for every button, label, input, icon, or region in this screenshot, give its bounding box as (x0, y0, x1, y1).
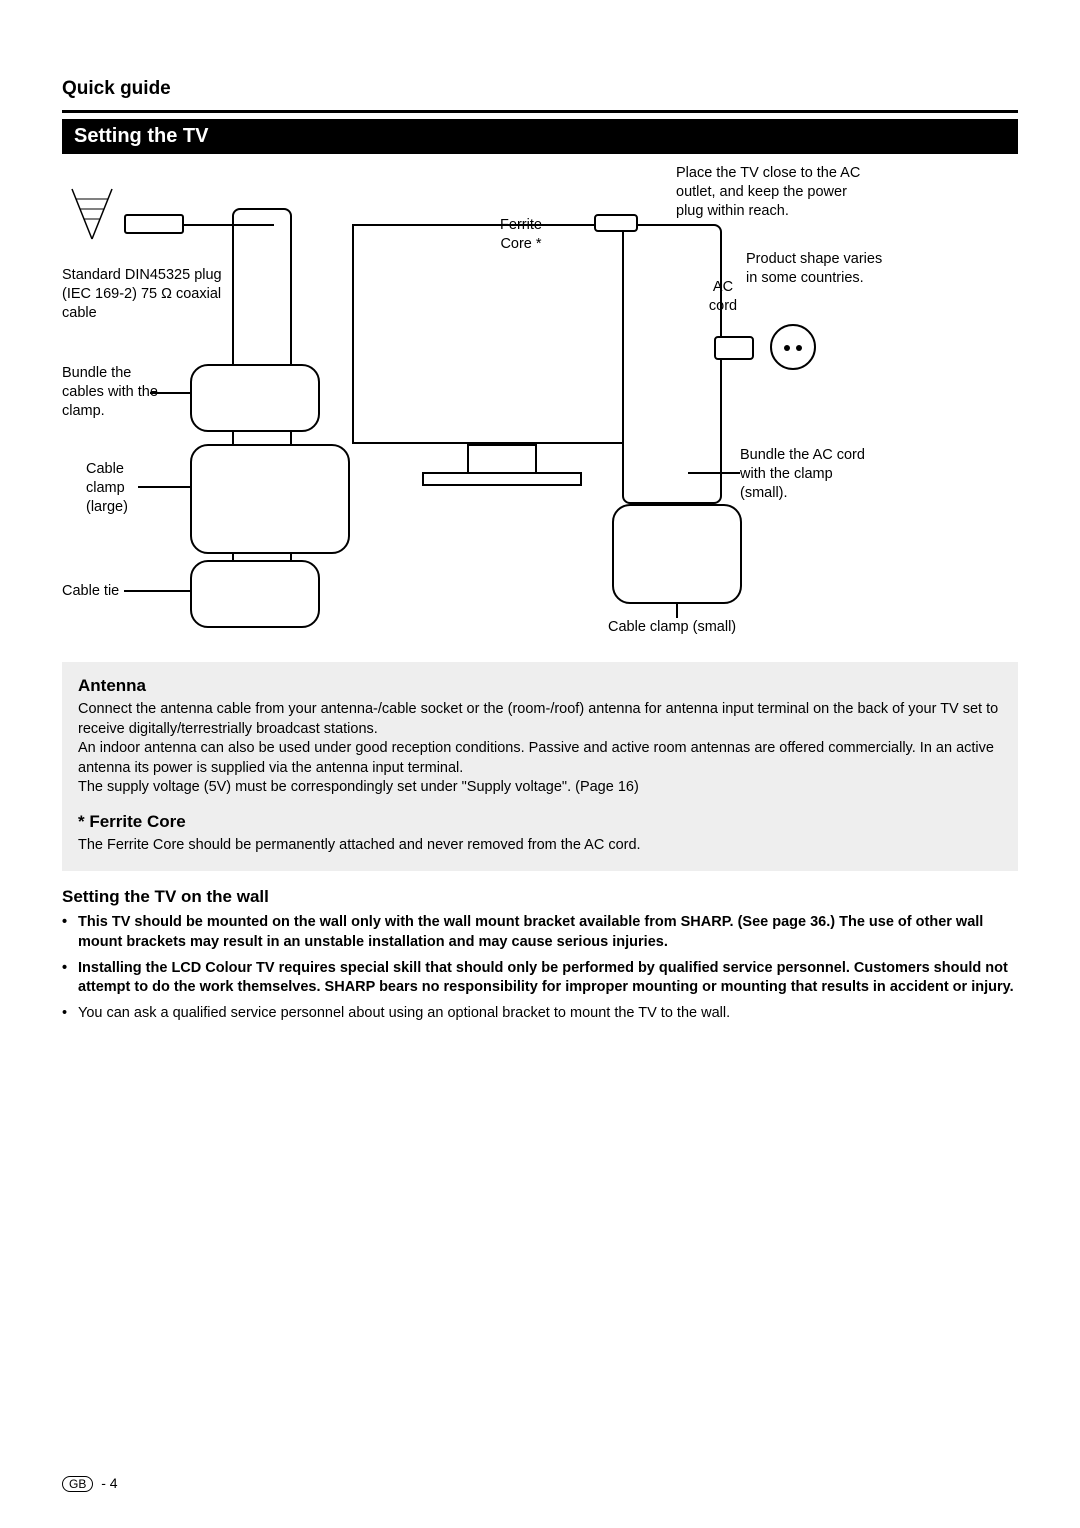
leader-bundle-ac (688, 472, 740, 474)
setup-diagram: Place the TV close to the AC outlet, and… (62, 164, 1018, 644)
label-bundle-ac: Bundle the AC cord with the clamp (small… (740, 446, 880, 503)
antenna-p2: An indoor antenna can also be used under… (78, 739, 1002, 778)
leader-clamp-large (138, 486, 192, 488)
clamp-small-inset (612, 504, 742, 604)
right-panel (622, 224, 722, 504)
label-cable-clamp-large: Cable clamp (large) (86, 460, 166, 517)
wall-bullet-3: You can ask a qualified service personne… (62, 1004, 1018, 1024)
page-number: - 4 (97, 1475, 117, 1491)
leader-ferrite (556, 224, 594, 226)
leader-clamp-small-v (676, 602, 678, 618)
label-ac-cord: AC cord (698, 278, 748, 316)
label-place-tv: Place the TV close to the AC outlet, and… (676, 164, 866, 221)
leader-coax (184, 224, 274, 226)
label-din: Standard DIN45325 plug (IEC 169-2) 75 Ω … (62, 266, 222, 323)
wall-bullet-1: This TV should be mounted on the wall on… (62, 913, 1018, 952)
antenna-note-box: Antenna Connect the antenna cable from y… (62, 662, 1018, 871)
tv-back-panel (352, 224, 652, 444)
ac-outlet-icon (770, 324, 816, 370)
clamp-inset-1 (190, 364, 320, 432)
ferrite-core-icon (594, 214, 638, 232)
clamp-large-inset (190, 444, 350, 554)
wall-bullet-2: Installing the LCD Colour TV requires sp… (62, 959, 1018, 998)
tv-stand-neck (467, 444, 537, 474)
antenna-heading: Antenna (78, 676, 1002, 696)
ferrite-heading: * Ferrite Core (78, 812, 1002, 832)
wall-section: Setting the TV on the wall This TV shoul… (62, 887, 1018, 1023)
antenna-icon (62, 184, 122, 244)
antenna-p3: The supply voltage (5V) must be correspo… (78, 778, 1002, 798)
label-product-shape: Product shape varies in some countries. (746, 250, 886, 288)
ferrite-p: The Ferrite Core should be permanently a… (78, 836, 1002, 856)
label-ferrite-core: Ferrite Core * (486, 216, 556, 254)
ac-plug-icon (714, 336, 754, 360)
header-rule (62, 110, 1018, 113)
wall-bullets: This TV should be mounted on the wall on… (62, 913, 1018, 1023)
antenna-p1: Connect the antenna cable from your ante… (78, 700, 1002, 739)
tv-stand-base (422, 472, 582, 486)
coax-plug-icon (124, 214, 184, 234)
wall-heading: Setting the TV on the wall (62, 887, 1018, 907)
header-quick-guide: Quick guide (62, 78, 1018, 100)
gb-badge: GB (62, 1476, 93, 1492)
page-footer: GB - 4 (62, 1475, 118, 1492)
label-cable-clamp-small: Cable clamp (small) (608, 618, 736, 637)
leader-cable-tie (124, 590, 192, 592)
cable-tie-inset (190, 560, 320, 628)
section-title-bar: Setting the TV (62, 119, 1018, 154)
label-cable-tie: Cable tie (62, 582, 119, 601)
leader-bundle (150, 392, 192, 394)
